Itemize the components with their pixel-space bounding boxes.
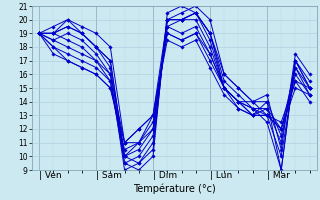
X-axis label: Température (°c): Température (°c) — [133, 183, 216, 194]
